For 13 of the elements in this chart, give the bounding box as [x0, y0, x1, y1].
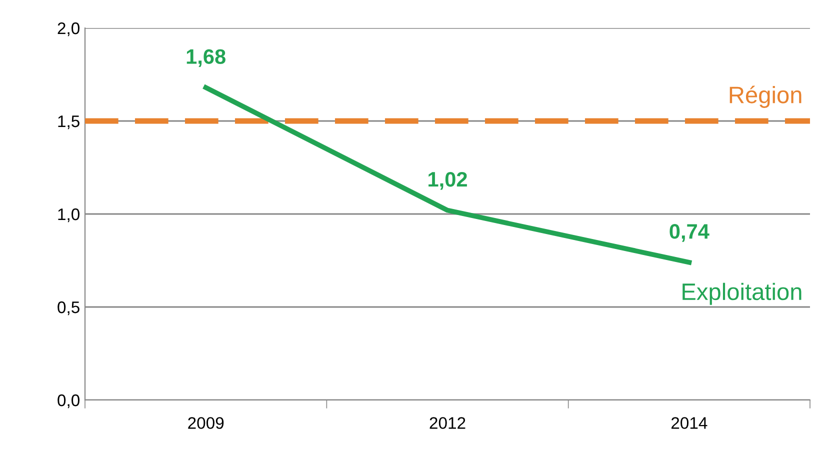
y-tick-label: 0,0	[58, 394, 80, 408]
x-tick-label: 2012	[430, 417, 466, 429]
data-label: 1,68	[186, 49, 226, 67]
y-tick-label: 1,5	[58, 116, 80, 130]
y-tick-label: 0,5	[58, 301, 80, 316]
ref-line-label: Région	[730, 86, 802, 108]
y-tick-label: 2,0	[58, 22, 80, 36]
data-label: 0,74	[670, 224, 710, 242]
data-label: 1,02	[428, 172, 467, 190]
series-label: Exploitation	[682, 282, 802, 305]
x-tick-label: 2014	[671, 417, 708, 429]
x-tick-label: 2009	[188, 417, 224, 429]
y-tick-label: 1,0	[58, 208, 80, 222]
